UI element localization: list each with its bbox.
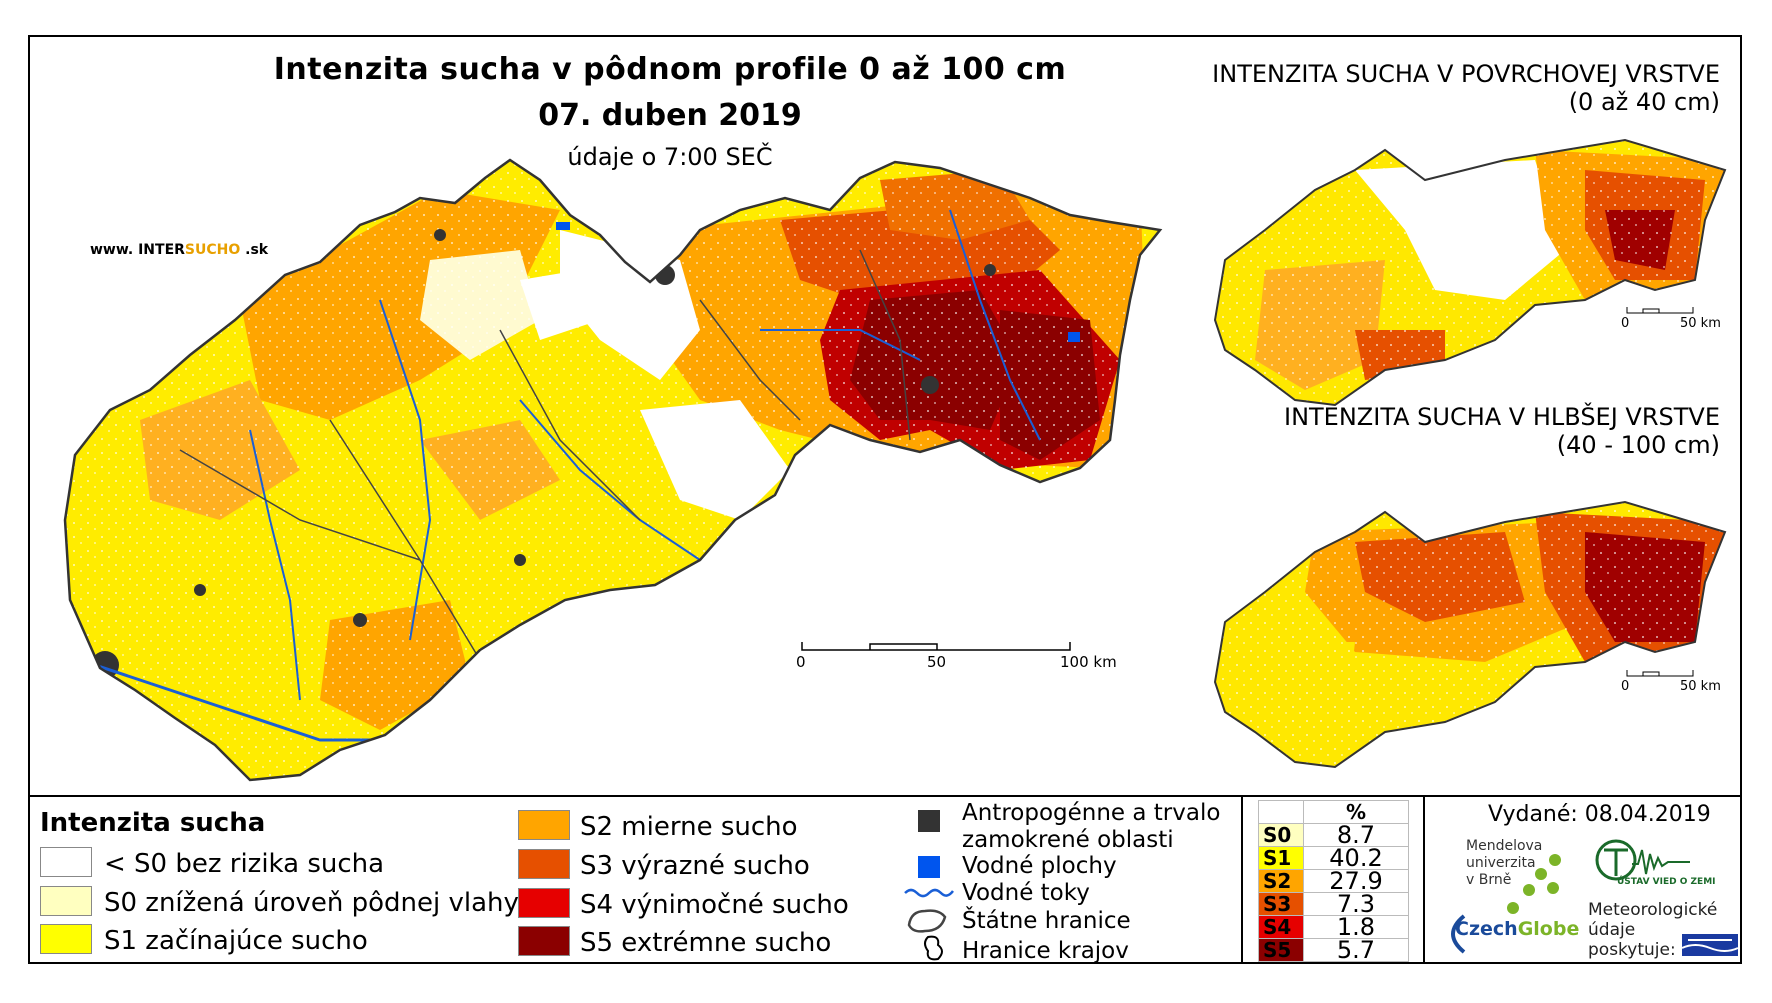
surface-scale-bar xyxy=(1626,307,1694,314)
mendel-university-logo: Mendelova univerzita v Brně xyxy=(1466,838,1543,888)
main-drought-map xyxy=(63,158,1162,782)
legend-label-s0: S0 znížená úroveň pôdnej vlahy xyxy=(104,888,519,918)
legend-heading: Intenzita sucha xyxy=(40,808,266,838)
czechglobe-arc-icon xyxy=(1451,914,1466,954)
scale-tick-0: 0 xyxy=(796,653,806,671)
legend-swatch-s2 xyxy=(518,810,570,840)
legend-label-s3: S3 výrazné sucho xyxy=(580,851,810,881)
surface-layer-title: INTENZITA SUCHA V POVRCHOVEJ VRSTVE (0 a… xyxy=(1212,60,1720,116)
legend-label-s4: S4 výnimočné sucho xyxy=(580,890,849,920)
legend-swatch-s5 xyxy=(518,926,570,956)
meteo-provider-text: Meteorologické údaje poskytuje: xyxy=(1588,900,1718,960)
surface-scale-50: 50 km xyxy=(1680,316,1721,331)
uvz-logo-icon xyxy=(1595,839,1690,881)
legend-swatch-s3 xyxy=(518,849,570,879)
deep-layer-map xyxy=(1214,501,1726,768)
legend-swatch-s4 xyxy=(518,888,570,918)
shmu-logo-icon xyxy=(1681,934,1739,956)
divider-legend-table xyxy=(1241,795,1243,964)
river-line-icon xyxy=(904,888,954,898)
table-row: S3 7.3 xyxy=(1258,892,1409,916)
map-frame xyxy=(28,35,1742,964)
state-border-icon xyxy=(907,909,947,933)
issued-date: Vydané: 08.04.2019 xyxy=(1488,802,1711,827)
legend-label-anthropogenic: Antropogénne a trvalo zamokrené oblasti xyxy=(962,800,1221,853)
legend-label-below-s0: < S0 bez rizika sucha xyxy=(104,849,385,879)
legend-divider xyxy=(28,795,1742,797)
legend-label-state-borders: Štátne hranice xyxy=(962,908,1131,934)
divider-table-logos xyxy=(1423,795,1425,964)
region-border-icon xyxy=(924,935,943,961)
main-scale-bar xyxy=(801,642,1071,651)
table-row: S4 1.8 xyxy=(1258,915,1409,939)
legend-swatch-s1 xyxy=(40,924,92,954)
time-subtitle: údaje o 7:00 SEČ xyxy=(567,143,773,171)
legend-label-region-borders: Hranice krajov xyxy=(962,938,1129,964)
percent-table: % S0 8.7 S1 40.2 S2 27.9 S3 7.3 S4 1.8 S5 5.7 xyxy=(1258,800,1409,962)
blue-square-icon xyxy=(918,856,940,878)
table-row: S0 8.7 xyxy=(1258,823,1409,847)
legend-label-s1: S1 začínajúce sucho xyxy=(104,926,368,956)
surface-scale-0: 0 xyxy=(1621,316,1630,331)
legend-label-water-bodies: Vodné plochy xyxy=(962,853,1117,879)
legend-label-rivers: Vodné toky xyxy=(962,880,1090,906)
czechglobe-logo: CzechGlobe xyxy=(1455,918,1580,940)
scale-tick-50: 50 xyxy=(927,653,947,671)
deep-scale-bar xyxy=(1626,670,1694,677)
deep-layer-title: INTENZITA SUCHA V HLBŠEJ VRSTVE (40 - 10… xyxy=(1283,403,1720,459)
dark-square-icon xyxy=(918,810,940,832)
legend-label-s2: S2 mierne sucho xyxy=(580,812,798,842)
table-row: S5 5.7 xyxy=(1258,938,1409,962)
legend-label-s5: S5 extrémne sucho xyxy=(580,928,832,958)
legend-swatch-below-s0 xyxy=(40,847,92,877)
deep-scale-50: 50 km xyxy=(1680,679,1721,694)
website-url: www. INTERSUCHO .sk xyxy=(90,242,269,258)
table-row: S1 40.2 xyxy=(1258,846,1409,870)
main-title: Intenzita sucha v pôdnom profile 0 až 10… xyxy=(273,52,1067,87)
table-row: S2 27.9 xyxy=(1258,869,1409,893)
surface-layer-map xyxy=(1214,139,1726,406)
uvz-logo-text: ÚSTAV VIED O ZEMI xyxy=(1617,877,1716,887)
legend-swatch-s0 xyxy=(40,886,92,916)
mendel-dots-icon xyxy=(1507,854,1561,914)
scale-tick-100: 100 km xyxy=(1060,653,1117,671)
date-title: 07. duben 2019 xyxy=(538,98,802,133)
deep-scale-0: 0 xyxy=(1621,679,1630,694)
